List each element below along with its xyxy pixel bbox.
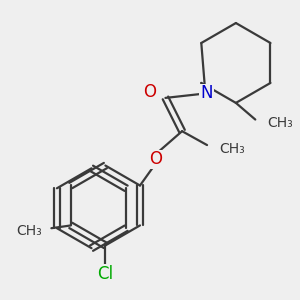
Text: O: O: [143, 83, 156, 101]
Text: N: N: [200, 85, 213, 103]
Text: CH₃: CH₃: [16, 224, 42, 238]
Text: Cl: Cl: [97, 265, 113, 283]
Text: Cl: Cl: [97, 265, 113, 283]
Text: O: O: [150, 150, 163, 168]
Text: N: N: [200, 85, 213, 103]
Text: CH₃: CH₃: [219, 142, 245, 157]
Text: O: O: [150, 150, 163, 168]
Text: CH₃: CH₃: [268, 116, 293, 130]
Text: O: O: [143, 83, 156, 101]
